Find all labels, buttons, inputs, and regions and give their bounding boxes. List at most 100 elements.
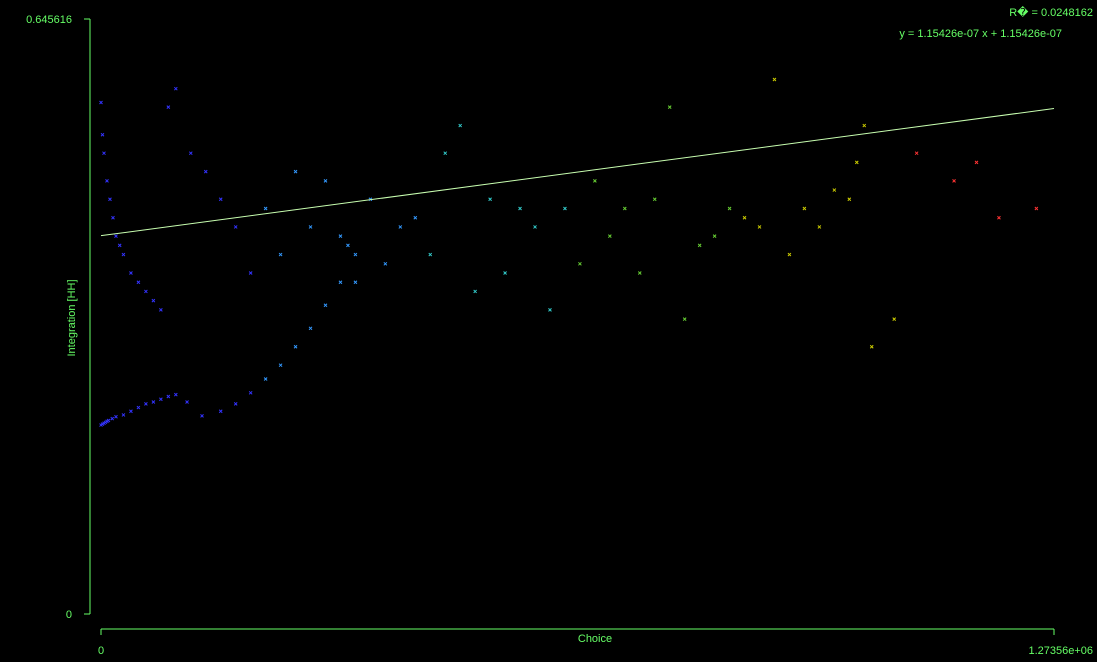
- data-point: [248, 271, 253, 275]
- data-point: [218, 197, 223, 202]
- data-point: [278, 252, 283, 257]
- data-point: [832, 188, 837, 192]
- data-point: [200, 414, 204, 418]
- data-point: [136, 280, 141, 285]
- data-point: [712, 234, 717, 238]
- data-point: [233, 225, 238, 229]
- data-point: [173, 392, 178, 397]
- data-point: [772, 77, 777, 82]
- data-point: [185, 400, 189, 404]
- data-point: [652, 197, 657, 202]
- data-point: [323, 178, 328, 183]
- x-tick-label-max: 1.27356e+06: [1028, 645, 1093, 657]
- data-point: [129, 271, 133, 275]
- data-point: [114, 414, 118, 419]
- r-squared-label: R� = 0.0248162: [1009, 5, 1093, 19]
- data-point: [338, 280, 343, 285]
- data-point: [473, 289, 478, 294]
- data-point: [114, 234, 118, 238]
- data-point: [914, 151, 919, 156]
- y-axis-title: Integration [HH]: [66, 279, 78, 356]
- data-point: [869, 344, 874, 349]
- axes: [84, 18, 1055, 635]
- data-point: [533, 225, 537, 229]
- data-point: [682, 317, 687, 321]
- data-point: [563, 206, 567, 211]
- data-point: [159, 308, 163, 312]
- data-point: [105, 178, 109, 183]
- data-point: [108, 197, 112, 202]
- data-point: [1034, 206, 1039, 211]
- data-point: [102, 151, 106, 156]
- data-point: [518, 206, 522, 211]
- y-tick-label-min: 0: [66, 609, 72, 621]
- x-axis-title: Choice: [578, 633, 612, 645]
- data-point: [293, 169, 298, 174]
- data-point: [173, 86, 178, 91]
- data-point: [757, 225, 762, 229]
- data-point: [338, 234, 343, 238]
- data-point: [263, 206, 268, 211]
- regression-equation: y = 1.15426e-07 x + 1.15426e-07: [899, 28, 1062, 40]
- data-point: [854, 160, 859, 165]
- data-point: [353, 280, 358, 285]
- data-point: [398, 225, 403, 229]
- data-point: [136, 405, 141, 410]
- data-point: [278, 363, 283, 368]
- data-point: [151, 298, 156, 303]
- data-point: [742, 215, 747, 220]
- data-point: [787, 252, 792, 257]
- data-point: [428, 252, 433, 257]
- data-point: [308, 225, 313, 229]
- data-point: [121, 252, 126, 257]
- data-point: [443, 151, 448, 156]
- data-point: [503, 271, 507, 275]
- data-point: [144, 289, 148, 294]
- data-point: [106, 418, 111, 423]
- data-point: [159, 397, 163, 402]
- data-point: [151, 400, 156, 404]
- data-point: [997, 215, 1001, 220]
- y-tick-label-max: 0.645616: [26, 14, 72, 26]
- data-point: [578, 261, 582, 266]
- data-point: [548, 308, 552, 312]
- data-point: [121, 413, 126, 417]
- data-point: [817, 225, 822, 229]
- data-point: [413, 215, 418, 220]
- data-point: [667, 105, 672, 109]
- data-point: [110, 416, 115, 421]
- data-point: [263, 377, 268, 381]
- data-point: [293, 344, 298, 349]
- data-point: [129, 409, 133, 414]
- data-point: [607, 234, 612, 238]
- data-point: [974, 160, 979, 165]
- data-point: [188, 151, 193, 156]
- data-point: [248, 390, 253, 395]
- data-point: [353, 252, 358, 257]
- data-point: [892, 317, 897, 321]
- data-point: [323, 303, 328, 308]
- data-point: [166, 394, 171, 399]
- data-point: [203, 169, 208, 174]
- data-point: [697, 243, 702, 248]
- data-point: [166, 105, 171, 109]
- regression-line: [100, 108, 1055, 237]
- x-tick-label-min: 0: [98, 645, 104, 657]
- data-point: [622, 206, 627, 211]
- data-point: [593, 178, 597, 183]
- scatter-points: [99, 77, 1039, 427]
- data-point: [100, 132, 105, 137]
- data-point: [346, 243, 350, 248]
- data-point: [488, 197, 492, 202]
- data-point: [847, 197, 852, 202]
- data-point: [218, 409, 223, 414]
- data-point: [802, 206, 807, 211]
- data-point: [862, 123, 867, 128]
- data-point: [952, 178, 956, 183]
- data-point: [637, 271, 642, 275]
- data-point: [233, 402, 238, 406]
- data-point: [458, 123, 463, 128]
- data-point: [383, 261, 388, 266]
